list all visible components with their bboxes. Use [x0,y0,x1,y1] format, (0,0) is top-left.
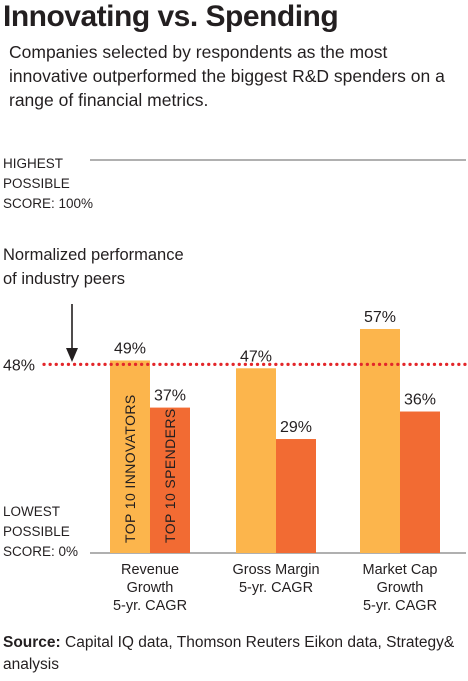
chart-subtitle: Companies selected by respondents as the… [9,42,445,110]
series-label: TOP 10 INNOVATORS [122,394,138,543]
peer-arrow-head [66,348,78,362]
bar-chart: HIGHEST POSSIBLE SCORE: 100% LOWEST POSSIBLE… [3,156,468,614]
innovators-bar [360,328,400,553]
source-text: Capital IQ data, Thomson Reuters Eikon d… [3,634,455,673]
bar-value-label: 29% [280,419,312,436]
series-label: TOP 10 SPENDERS [162,408,178,543]
spenders-bar [400,411,440,553]
category-label: Growth [127,580,174,596]
bar-value-label: 49% [114,340,146,357]
category-label: 5-yr. CAGR [363,598,437,614]
chart-title: Innovating vs. Spending [3,0,339,33]
innovators-bar [110,360,150,553]
peer-reference-label: 48% [3,357,35,374]
spenders-bar [276,439,316,553]
innovators-bar [236,368,276,553]
lowest-score-label: SCORE: 0% [3,544,78,559]
highest-score-label: SCORE: 100% [3,196,93,211]
bar-value-label: 57% [364,309,396,326]
source-note: Source: Capital IQ data, Thomson Reuters… [3,632,465,676]
lowest-score-label: LOWEST [3,504,60,519]
category-label: Gross Margin [232,562,319,578]
highest-score-label: HIGHEST [3,156,63,171]
category-label: Market Cap [363,562,438,578]
peer-annotation: of industry peers [3,270,125,288]
category-label: Revenue [121,562,179,578]
bar-value-label: 36% [404,392,436,409]
bar-value-label: 37% [154,388,186,405]
category-label: 5-yr. CAGR [239,580,313,596]
highest-score-label: POSSIBLE [3,176,70,191]
lowest-score-label: POSSIBLE [3,524,70,539]
peer-annotation: Normalized performance [3,246,184,264]
category-label: Growth [377,580,424,596]
source-label: Source: [3,634,61,651]
spenders-bar [150,407,190,553]
bar-value-label: 47% [240,348,272,365]
category-label: 5-yr. CAGR [113,598,187,614]
